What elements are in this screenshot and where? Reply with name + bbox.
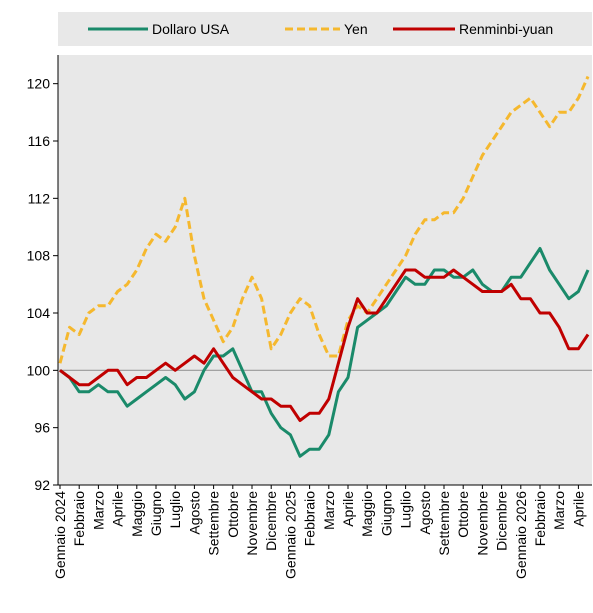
y-tick-label: 108 <box>27 248 51 264</box>
y-tick-label: 96 <box>34 420 50 436</box>
x-tick-label: Giugno <box>148 491 164 536</box>
x-tick-label: Dicembre <box>494 491 510 551</box>
x-tick-label: Marzo <box>551 491 567 530</box>
series-line <box>59 268 590 422</box>
x-tick-label: Settembre <box>206 491 222 556</box>
series-line <box>58 75 590 364</box>
x-tick-label: Gennaio 2024 <box>52 491 68 579</box>
x-tick-label: Maggio <box>359 491 375 537</box>
x-tick-label: Ottobre <box>455 491 471 538</box>
x-tick-label: Ottobre <box>225 491 241 538</box>
x-tick-label: Luglio <box>167 491 183 529</box>
x-tick-label: Giugno <box>378 491 394 536</box>
x-tick-label: Gennaio 2025 <box>282 491 298 579</box>
y-tick-label: 104 <box>27 305 51 321</box>
x-tick-label: Dicembre <box>263 491 279 551</box>
x-tick-label: Novembre <box>474 491 490 556</box>
x-tick-label: Novembre <box>244 491 260 556</box>
y-tick-label: 92 <box>34 477 50 493</box>
x-tick-label: Agosto <box>186 491 202 535</box>
x-tick-label: Febbraio <box>532 491 548 546</box>
x-tick-label: Aprile <box>340 491 356 527</box>
legend-label: Renminbi-yuan <box>459 21 553 37</box>
plot-area <box>58 55 592 485</box>
x-tick-label: Luglio <box>398 491 414 529</box>
x-tick-label: Settembre <box>436 491 452 556</box>
x-tick-label: Febbraio <box>71 491 87 546</box>
x-tick-label: Aprile <box>570 491 586 527</box>
x-tick-label: Agosto <box>417 491 433 535</box>
x-tick-label: Marzo <box>321 491 337 530</box>
y-tick-label: 100 <box>27 362 51 378</box>
y-tick-label: 120 <box>27 76 51 92</box>
legend-label: Dollaro USA <box>152 21 230 37</box>
y-tick-label: 116 <box>28 133 51 149</box>
y-tick-label: 112 <box>28 190 51 206</box>
x-tick-label: Maggio <box>129 491 145 537</box>
x-tick-label: Febbraio <box>302 491 318 546</box>
x-tick-label: Gennaio 2026 <box>513 491 529 579</box>
x-tick-label: Marzo <box>90 491 106 530</box>
x-tick-label: Aprile <box>110 491 126 527</box>
legend-label: Yen <box>344 21 368 37</box>
